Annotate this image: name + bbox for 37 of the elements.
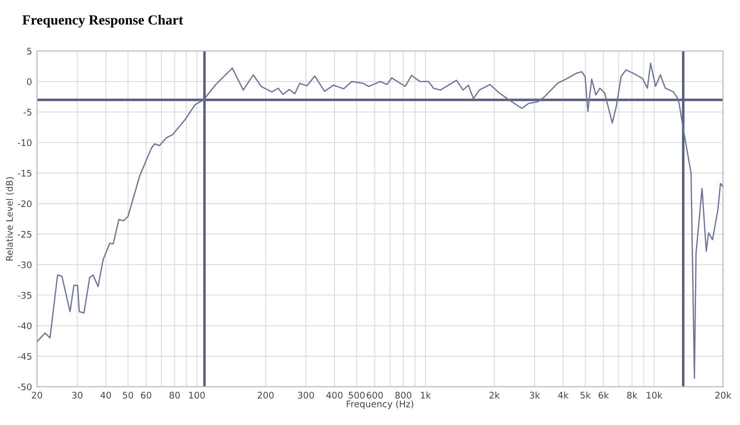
y-axis-title: Relative Level (dB)	[6, 177, 14, 260]
x-tick-label: 10k	[646, 392, 662, 399]
x-tick-label: 1k	[420, 392, 431, 398]
x-tick-label: 800	[395, 392, 412, 399]
y-tick-label: -25	[18, 230, 32, 238]
x-tick-label: 2k	[489, 392, 500, 398]
x-tick-label: 80	[170, 392, 180, 399]
y-tick-label: -35	[18, 292, 32, 299]
x-tick-label: 60	[140, 392, 152, 399]
y-tick-label: -10	[18, 139, 32, 146]
x-tick-label: 40	[100, 392, 111, 399]
x-tick-label: 6k	[598, 392, 609, 399]
x-tick-label: 400	[326, 392, 343, 399]
x-tick-label: 50	[122, 392, 134, 399]
y-tick-label: -20	[18, 200, 32, 208]
x-tick-label: 100	[189, 392, 205, 399]
y-tick-label: -15	[18, 170, 32, 177]
x-tick-label: 300	[298, 392, 314, 399]
y-tick-label: -50	[18, 383, 32, 390]
y-tick-label: -40	[18, 322, 32, 330]
y-tick-label: 0	[26, 78, 32, 86]
x-tick-label: 600	[366, 392, 383, 399]
chart-title: Frequency Response Chart	[22, 14, 184, 28]
y-tick-label: -45	[18, 353, 32, 360]
x-tick-label: 20k	[715, 392, 732, 399]
x-tick-label: 4k	[558, 392, 569, 398]
x-tick-label: 3k	[530, 392, 540, 399]
y-tick-label: 5	[27, 48, 32, 55]
x-axis-title: Frequency (Hz)	[346, 400, 414, 410]
x-tick-label: 30	[72, 392, 82, 399]
x-tick-label: 20	[32, 392, 42, 399]
y-tick-label: -5	[24, 108, 32, 116]
x-tick-label: 5k	[580, 392, 591, 399]
y-tick-label: -30	[18, 261, 32, 268]
x-tick-label: 200	[258, 392, 274, 399]
x-tick-label: 500	[348, 392, 365, 399]
x-tick-label: 8k	[627, 392, 638, 399]
